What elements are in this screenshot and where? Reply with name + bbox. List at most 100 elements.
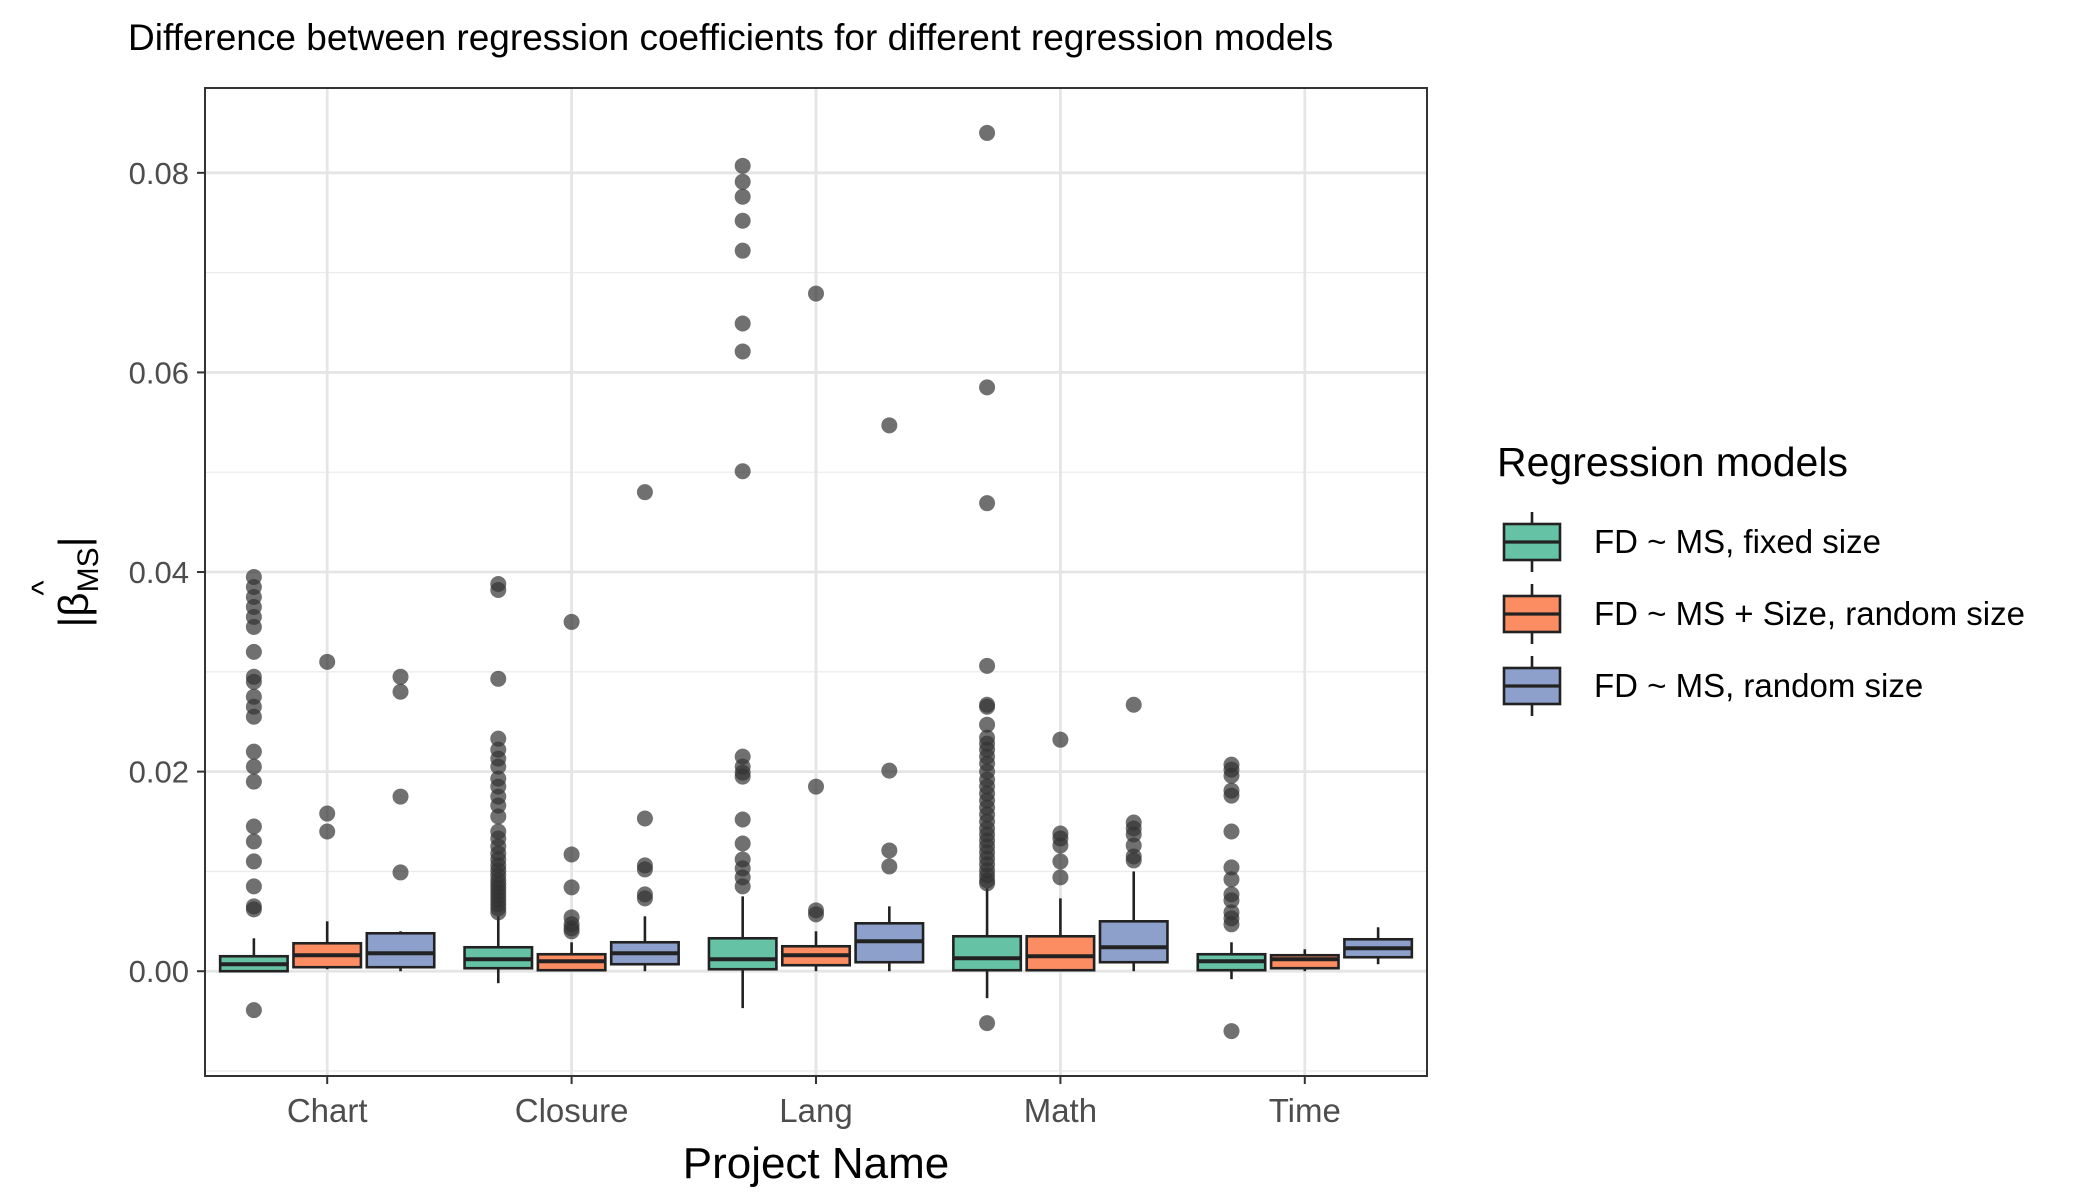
outlier-point	[1052, 731, 1069, 748]
outlier-point	[1052, 837, 1069, 854]
outlier-point	[245, 853, 262, 870]
outlier-point	[490, 758, 507, 775]
box-lang-series-2	[780, 285, 852, 972]
x-axis-title: Project Name	[683, 1139, 950, 1188]
outlier-point	[490, 730, 507, 747]
y-axis-title-main: |β	[50, 592, 97, 627]
outlier-point	[392, 864, 409, 881]
outlier-point	[734, 878, 751, 895]
outlier-point	[734, 173, 751, 190]
legend-item-2: FD ~ MS + Size, random size	[1502, 584, 2025, 644]
outlier-point	[392, 683, 409, 700]
box-math-series-1	[952, 124, 1023, 1032]
outlier-point	[245, 818, 262, 835]
legend-item-1: FD ~ MS, fixed size	[1502, 512, 1881, 572]
outlier-point	[881, 762, 898, 779]
outlier-point	[563, 879, 580, 896]
box-lang-series-3	[854, 417, 925, 972]
outlier-point	[734, 768, 751, 785]
svg-text:|βMS|: |βMS|	[50, 537, 105, 628]
box-chart-series-3	[365, 668, 436, 972]
plot-panel	[204, 87, 1428, 1077]
box-body	[952, 934, 1023, 972]
outlier-point	[1125, 696, 1142, 713]
x-tick-label: Chart	[287, 1092, 368, 1129]
outlier-point	[245, 878, 262, 895]
outlier-point	[1223, 823, 1240, 840]
box-math-series-2	[1025, 731, 1096, 972]
chart-title: Difference between regression coefficien…	[128, 17, 1333, 58]
outlier-point	[319, 805, 336, 822]
outlier-point	[734, 343, 751, 360]
y-axis-title: |βMS| ^	[25, 537, 105, 628]
box-time-series-2	[1269, 949, 1340, 972]
outlier-point	[979, 495, 996, 512]
outlier-point	[1223, 1023, 1240, 1040]
outlier-point	[1223, 871, 1240, 888]
box-chart-series-1	[218, 569, 289, 1019]
box-closure-series-3	[609, 484, 680, 972]
y-tick-label: 0.00	[129, 954, 189, 989]
legend: Regression models FD ~ MS, fixed sizeFD …	[1497, 439, 2025, 716]
outlier-point	[734, 242, 751, 259]
box-time-series-1	[1196, 756, 1267, 1040]
box-time-series-3	[1343, 927, 1414, 965]
outlier-point	[1125, 826, 1142, 843]
y-tick-label: 0.06	[129, 355, 189, 390]
outlier-point	[979, 875, 996, 892]
outlier-point	[734, 315, 751, 332]
outlier-point	[245, 743, 262, 760]
outlier-point	[245, 833, 262, 850]
outlier-point	[245, 708, 262, 725]
x-tick-label: Lang	[779, 1092, 852, 1129]
legend-item-3: FD ~ MS, random size	[1502, 656, 1923, 716]
outlier-point	[734, 811, 751, 828]
outlier-point	[245, 901, 262, 918]
outlier-point	[979, 657, 996, 674]
outlier-point	[636, 810, 653, 827]
outlier-point	[979, 379, 996, 396]
outlier-point	[979, 716, 996, 733]
outlier-point	[808, 285, 824, 302]
outlier-point	[563, 613, 580, 630]
outlier-point	[979, 698, 996, 715]
outlier-point	[1223, 767, 1240, 784]
y-tick-label: 0.02	[129, 755, 189, 790]
legend-item-label: FD ~ MS, random size	[1594, 667, 1923, 704]
outlier-point	[734, 188, 751, 205]
outlier-point	[490, 904, 507, 921]
legend-title: Regression models	[1497, 439, 1848, 485]
y-axis-title-hat: ^	[25, 580, 61, 595]
box-body	[1269, 953, 1340, 970]
outlier-point	[490, 581, 507, 598]
outlier-point	[392, 668, 409, 685]
outlier-point	[979, 124, 996, 141]
outlier-point	[392, 788, 409, 805]
outlier-point	[979, 1015, 996, 1032]
legend-item-label: FD ~ MS, fixed size	[1594, 523, 1881, 560]
outlier-point	[245, 618, 262, 635]
outlier-point	[636, 890, 653, 907]
outlier-point	[734, 463, 751, 480]
outlier-point	[1223, 916, 1240, 933]
outlier-point	[245, 773, 262, 790]
outlier-point	[563, 846, 580, 863]
legend-item-label: FD ~ MS + Size, random size	[1594, 595, 2025, 632]
y-tick-label: 0.08	[129, 156, 189, 191]
y-axis-title-sub: MS	[72, 547, 105, 592]
outlier-point	[490, 797, 507, 814]
x-axis: Chart Closure Lang Math Time	[287, 1076, 1341, 1129]
y-tick-label: 0.04	[129, 555, 189, 590]
legend-items: FD ~ MS, fixed size FD ~ MS + Size, rando…	[1502, 512, 2025, 716]
outlier-point	[319, 653, 336, 670]
y-axis-title-end: |	[50, 537, 97, 548]
outlier-point	[636, 484, 653, 501]
box-body	[1025, 934, 1096, 972]
outlier-point	[636, 861, 653, 878]
outlier-point	[490, 808, 507, 825]
outlier-point	[1125, 837, 1142, 854]
box-chart-series-2	[292, 653, 363, 970]
outlier-point	[808, 778, 824, 795]
box-closure-series-1	[463, 575, 534, 984]
outlier-point	[881, 417, 898, 434]
